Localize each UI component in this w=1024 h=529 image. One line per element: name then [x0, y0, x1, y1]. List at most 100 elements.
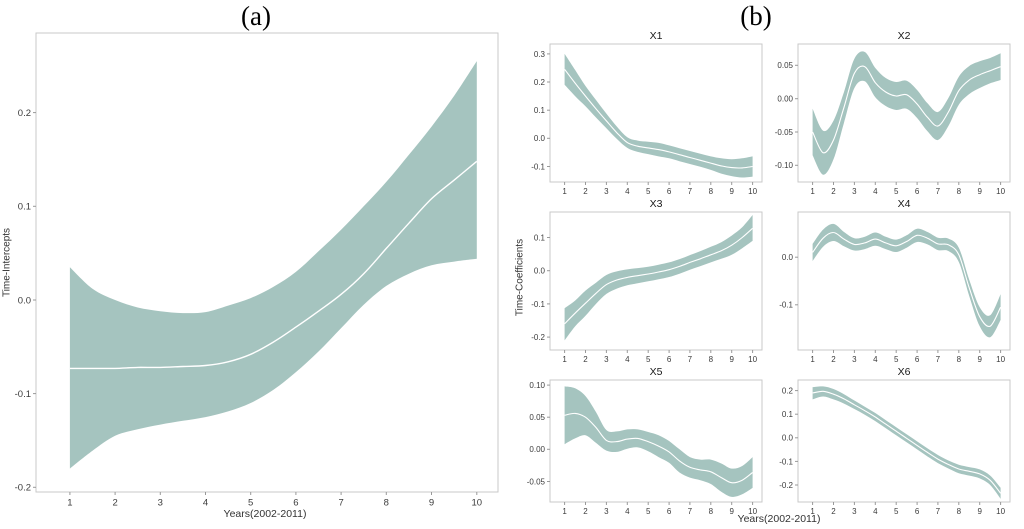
svg-text:-0.1: -0.1 — [779, 457, 793, 466]
svg-text:6: 6 — [667, 507, 672, 516]
svg-text:X6: X6 — [898, 366, 911, 378]
svg-text:0.0: 0.0 — [534, 267, 546, 276]
panel-a-y-axis-label: Time-Intercepts — [1, 227, 13, 298]
svg-text:0.2: 0.2 — [782, 386, 794, 395]
svg-text:3: 3 — [852, 507, 857, 516]
svg-text:4: 4 — [203, 498, 208, 507]
svg-text:3: 3 — [604, 355, 609, 364]
chart-x6-plot: 1 2 3 4 5 6 7 8 9 10 0.2 0.1 0.0 -0.1 -0.2 X6 — [766, 364, 1014, 516]
chart-svg: 1 2 3 4 5 6 7 8 9 10 0.10 0.05 0.00 -0.05 X5 — [527, 366, 763, 516]
svg-text:9: 9 — [729, 187, 734, 196]
svg-text:0.1: 0.1 — [534, 106, 546, 115]
svg-text:X4: X4 — [898, 198, 911, 210]
chart-svg: 1 2 3 4 5 6 7 8 9 10 0.1 0.0 -0.1 -0.2 X3 — [531, 198, 763, 364]
panel-a-title: (a) — [241, 1, 271, 31]
chart-x4-plot: 1 2 3 4 5 6 7 8 9 10 0.0 -0.1 X4 — [766, 196, 1014, 364]
svg-text:-0.1: -0.1 — [779, 301, 793, 310]
svg-text:4: 4 — [625, 507, 630, 516]
svg-text:10: 10 — [996, 355, 1005, 364]
svg-text:7: 7 — [688, 507, 693, 516]
svg-text:7: 7 — [936, 355, 941, 364]
svg-text:1: 1 — [562, 355, 567, 364]
chart-a-plot: 1 2 3 4 5 6 7 8 9 10 0.2 0.1 0.0 -0.1 -0.2 — [14, 28, 506, 509]
svg-text:8: 8 — [384, 498, 389, 507]
svg-text:10: 10 — [748, 507, 757, 516]
svg-text:0.3: 0.3 — [534, 50, 546, 59]
svg-text:9: 9 — [977, 507, 982, 516]
svg-text:0.05: 0.05 — [529, 413, 545, 422]
svg-text:9: 9 — [429, 498, 434, 507]
svg-text:1: 1 — [810, 355, 815, 364]
chart-x5-plot: 1 2 3 4 5 6 7 8 9 10 0.10 0.05 0.00 -0.05 X5 — [518, 364, 766, 516]
svg-text:8: 8 — [709, 187, 714, 196]
svg-text:0.1: 0.1 — [18, 202, 31, 213]
chart-svg: 1 2 3 4 5 6 7 8 9 10 0.2 0.1 0.0 -0.1 -0.2 X6 — [779, 366, 1011, 516]
chart-svg: 1 2 3 4 5 6 7 8 9 10 0.2 0.1 0.0 -0.1 -0.2 — [15, 32, 499, 509]
panel-a-x-axis-label: Years(2002-2011) — [223, 508, 307, 520]
svg-text:4: 4 — [625, 187, 630, 196]
svg-text:-0.1: -0.1 — [15, 389, 31, 400]
svg-text:-0.2: -0.2 — [779, 481, 793, 490]
svg-text:3: 3 — [158, 498, 163, 507]
svg-text:1: 1 — [810, 187, 815, 196]
svg-text:9: 9 — [977, 355, 982, 364]
svg-text:6: 6 — [915, 187, 920, 196]
svg-text:6: 6 — [667, 355, 672, 364]
svg-text:8: 8 — [709, 355, 714, 364]
svg-text:8: 8 — [957, 355, 962, 364]
svg-text:1: 1 — [562, 187, 567, 196]
svg-text:7: 7 — [338, 498, 343, 507]
svg-text:7: 7 — [936, 187, 941, 196]
svg-text:8: 8 — [957, 187, 962, 196]
svg-text:3: 3 — [604, 187, 609, 196]
svg-text:2: 2 — [583, 507, 588, 516]
panel-b-title: (b) — [740, 1, 772, 31]
svg-text:-0.05: -0.05 — [527, 477, 546, 486]
panel-b-x-axis-label: Years(2002-2011) — [737, 513, 821, 525]
svg-text:5: 5 — [646, 355, 651, 364]
svg-text:9: 9 — [977, 187, 982, 196]
svg-text:2: 2 — [112, 498, 117, 507]
svg-text:5: 5 — [894, 187, 899, 196]
svg-text:-0.1: -0.1 — [531, 162, 545, 171]
svg-text:0.00: 0.00 — [529, 445, 545, 454]
svg-text:2: 2 — [831, 187, 836, 196]
svg-text:0.0: 0.0 — [18, 295, 31, 306]
svg-text:10: 10 — [472, 498, 483, 507]
svg-text:6: 6 — [915, 355, 920, 364]
svg-text:-0.05: -0.05 — [775, 128, 794, 137]
svg-text:4: 4 — [873, 507, 878, 516]
svg-text:-0.2: -0.2 — [531, 333, 545, 342]
chart-x3-plot: 1 2 3 4 5 6 7 8 9 10 0.1 0.0 -0.1 -0.2 X3 — [518, 196, 766, 364]
svg-text:3: 3 — [604, 507, 609, 516]
svg-text:2: 2 — [583, 187, 588, 196]
svg-text:2: 2 — [831, 355, 836, 364]
svg-text:0.1: 0.1 — [782, 410, 794, 419]
svg-text:5: 5 — [894, 355, 899, 364]
svg-text:3: 3 — [852, 187, 857, 196]
svg-text:X2: X2 — [898, 30, 911, 42]
chart-x2-plot: 1 2 3 4 5 6 7 8 9 10 0.05 0.00 -0.05 -0.10 X2 — [766, 28, 1014, 196]
svg-text:1: 1 — [562, 507, 567, 516]
svg-text:5: 5 — [894, 507, 899, 516]
svg-text:4: 4 — [873, 355, 878, 364]
svg-text:0.10: 0.10 — [529, 381, 545, 390]
svg-text:-0.2: -0.2 — [15, 483, 31, 494]
chart-svg: 1 2 3 4 5 6 7 8 9 10 0.05 0.00 -0.05 -0.10 X2 — [775, 30, 1011, 196]
svg-text:10: 10 — [996, 187, 1005, 196]
chart-svg: 1 2 3 4 5 6 7 8 9 10 0.0 -0.1 X4 — [779, 198, 1011, 364]
svg-text:9: 9 — [729, 507, 734, 516]
svg-text:0.2: 0.2 — [18, 108, 31, 119]
svg-text:0.1: 0.1 — [534, 233, 546, 242]
svg-text:7: 7 — [688, 355, 693, 364]
svg-text:8: 8 — [709, 507, 714, 516]
svg-text:7: 7 — [688, 187, 693, 196]
svg-text:4: 4 — [625, 355, 630, 364]
svg-text:0.05: 0.05 — [777, 61, 793, 70]
svg-text:0.0: 0.0 — [782, 253, 794, 262]
svg-text:6: 6 — [667, 187, 672, 196]
svg-text:0.2: 0.2 — [534, 78, 546, 87]
svg-text:6: 6 — [293, 498, 298, 507]
svg-text:3: 3 — [852, 355, 857, 364]
